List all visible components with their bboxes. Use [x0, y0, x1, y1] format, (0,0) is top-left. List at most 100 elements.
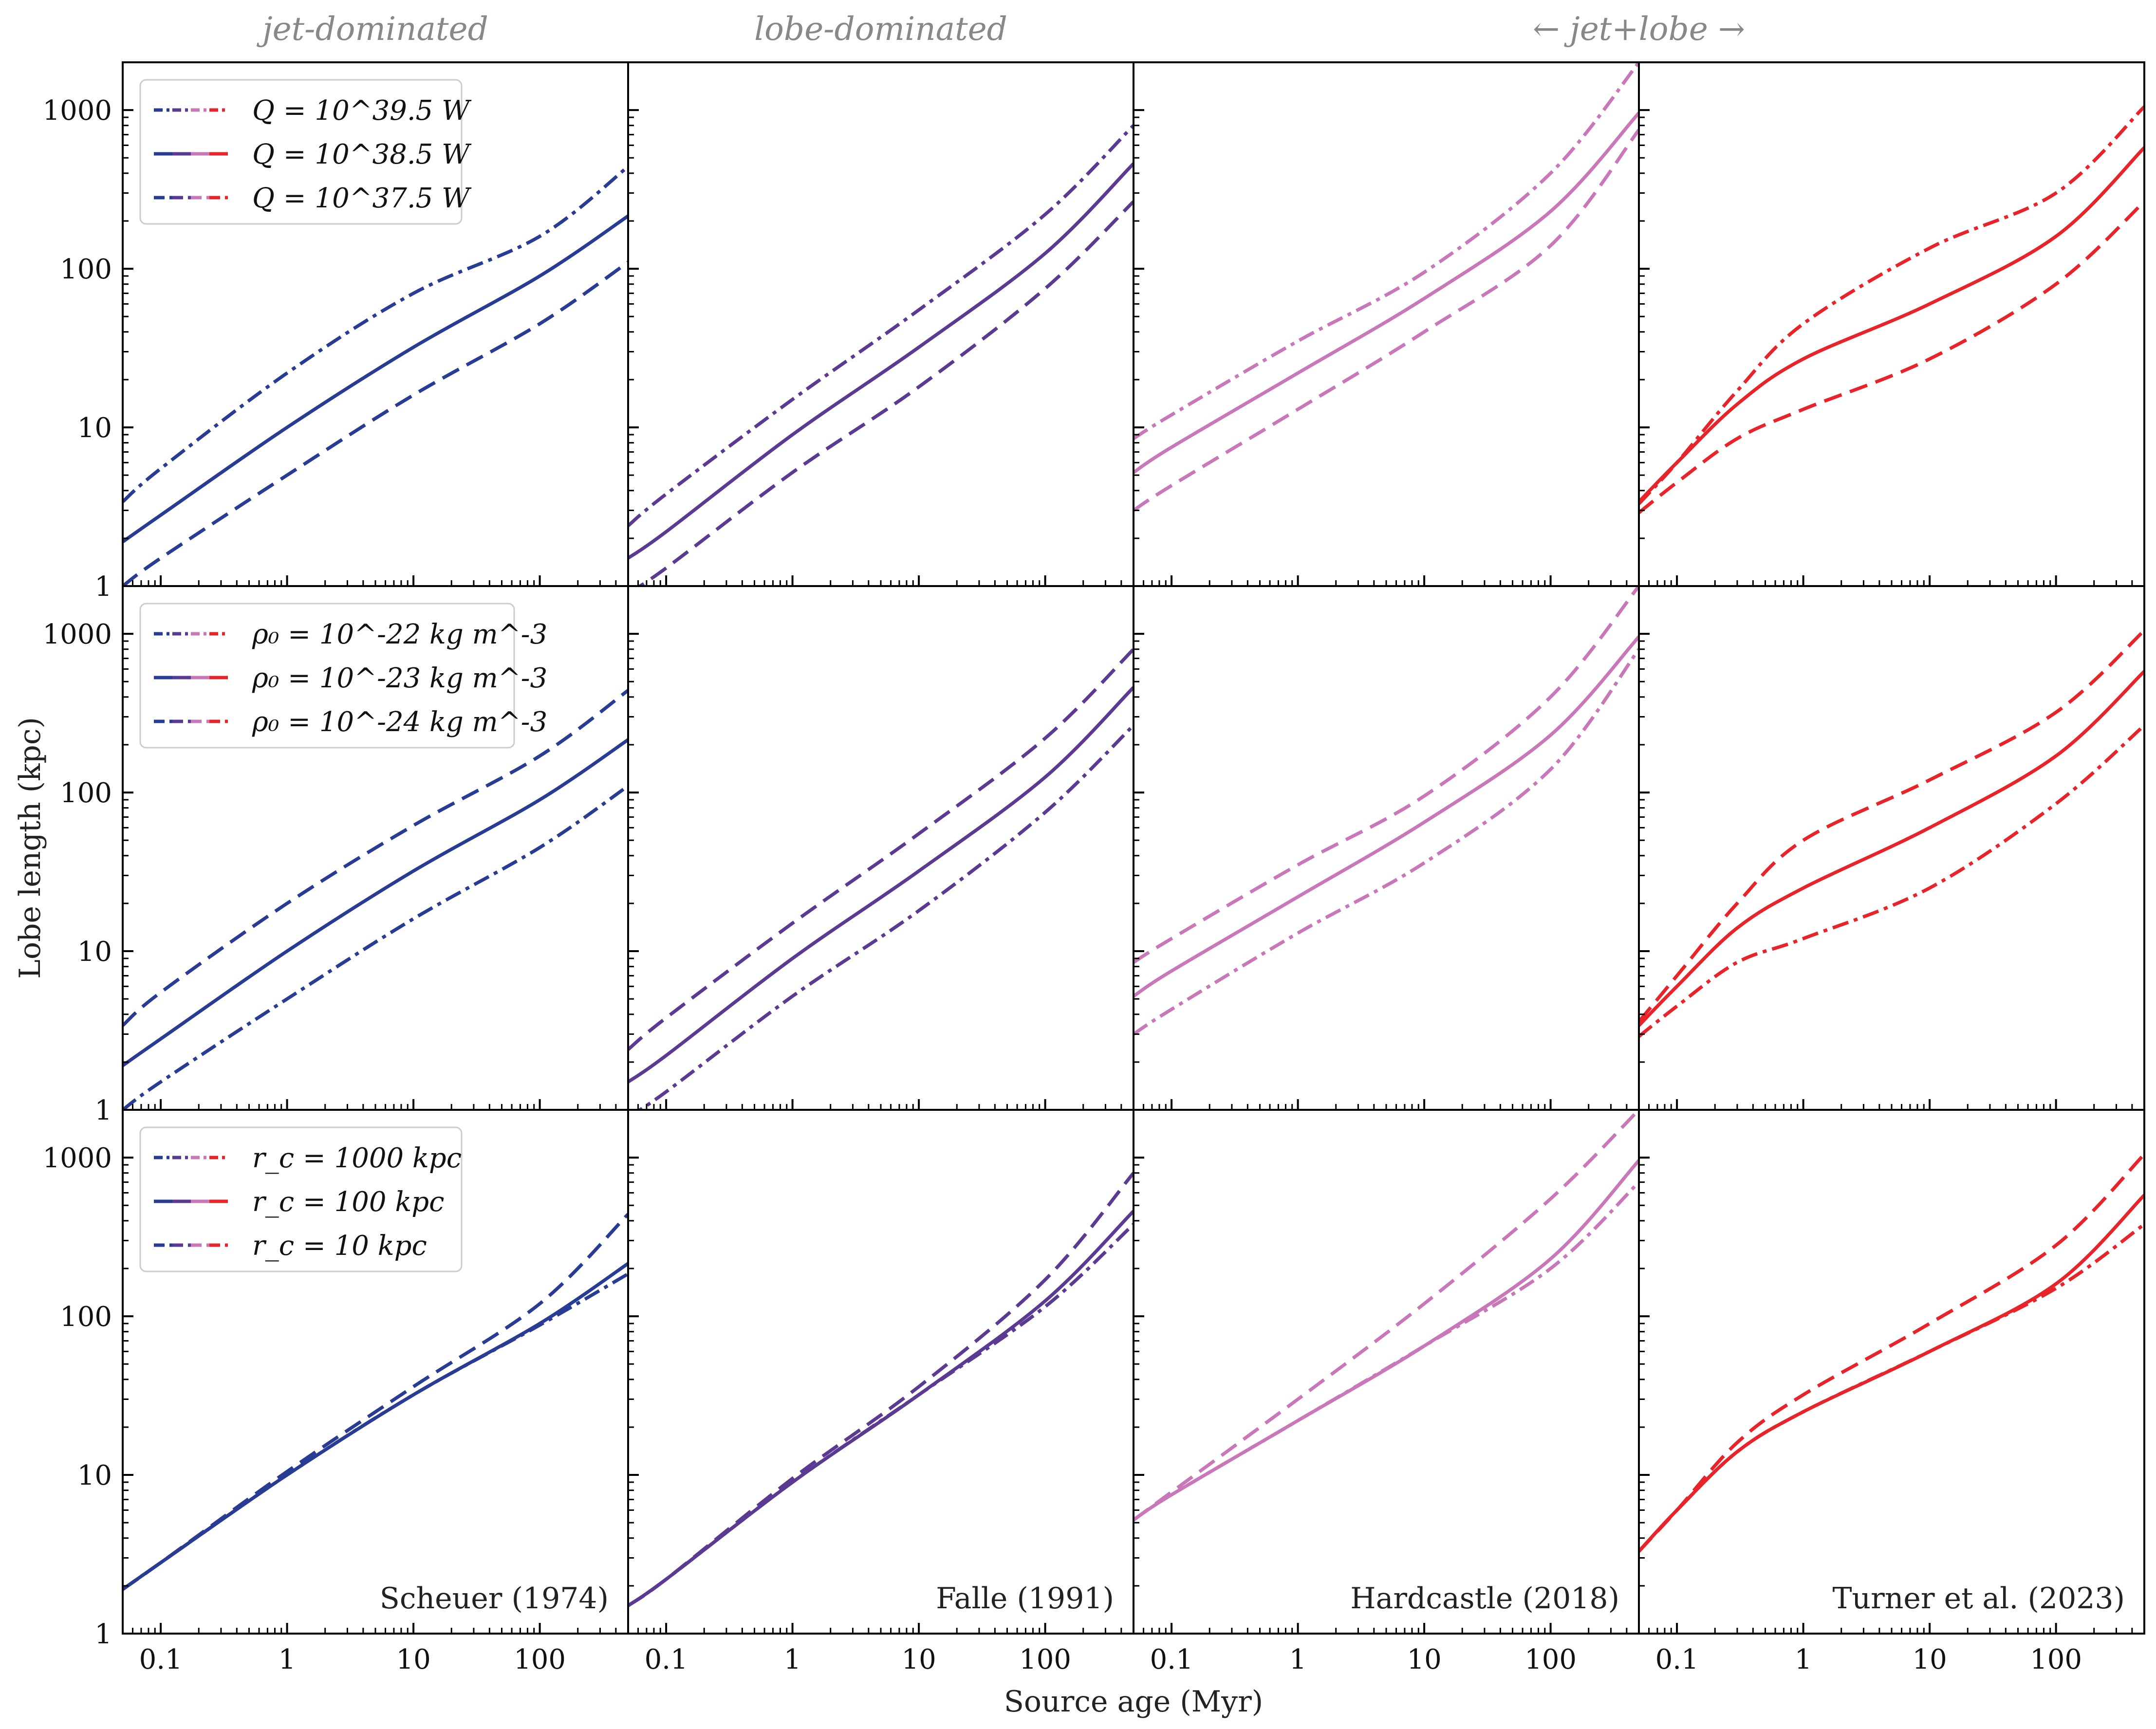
y-tick-label: 1000: [42, 1142, 112, 1174]
series-line-dashed: [123, 260, 628, 586]
legend-label: Q = 10^38.5 W: [252, 139, 472, 170]
legend-label: r_c = 1000 kpc: [252, 1142, 462, 1174]
y-axis-title: Lobe length (kpc): [13, 717, 47, 979]
x-tick-label: 1: [784, 1644, 801, 1675]
model-label-hardcastle-2018: Hardcastle (2018): [1350, 1582, 1619, 1616]
legend-label: ρ₀ = 10^-23 kg m^-3: [252, 662, 547, 694]
panel-ambient-density-turner-et-al-2023: [1638, 585, 2145, 1111]
series-line-dashdot: [1639, 724, 2144, 1038]
series-line-solid: [1639, 146, 2144, 503]
x-tick-label: 1: [1289, 1644, 1307, 1675]
legend-box: [139, 79, 463, 225]
series-line-dashdot: [123, 1272, 628, 1591]
panel-jet-power-hardcastle-2018: [1133, 61, 1640, 587]
series-line-solid: [1134, 111, 1639, 474]
series-line-dashdot: [636, 724, 1134, 1110]
series-line-solid: [123, 738, 628, 1067]
x-tick-label: 0.1: [1655, 1644, 1699, 1675]
series-line-solid: [123, 1262, 628, 1591]
series-line-solid: [123, 214, 628, 543]
y-tick-label: 10: [77, 936, 112, 968]
x-tick-label: 1: [279, 1644, 296, 1675]
panel-core-radius-scheuer-1974: 1 10 100 1000 0.1 1 10 100 Scheuer (1974): [42, 1109, 629, 1675]
panel-frame: [1133, 61, 1640, 587]
panel-frame: [627, 61, 1134, 587]
x-tick-label: 0.1: [1150, 1644, 1193, 1675]
series-line-dashed: [1134, 586, 1639, 964]
series-line-dashed: [1639, 629, 2144, 1023]
x-tick-label: 10: [396, 1644, 430, 1675]
x-tick-label: 10: [901, 1644, 936, 1675]
x-tick-label: 100: [2030, 1644, 2082, 1675]
y-tick-label: 1: [94, 1619, 112, 1650]
series-line-dashdot: [123, 165, 628, 503]
panel-ambient-density-falle-1991: [627, 585, 1134, 1111]
series-line-dashed: [628, 648, 1134, 1051]
series-line-dashdot: [1639, 105, 2144, 505]
series-line-dashed: [1639, 200, 2144, 515]
series-line-dashdot: [1134, 1181, 1639, 1522]
panel-frame: [627, 1109, 1134, 1635]
panel-core-radius-hardcastle-2018: 0.1 1 10 100 Hardcastle (2018): [1133, 1109, 1640, 1675]
legend-box: [139, 1126, 463, 1272]
series-line-dashed: [1639, 1153, 2144, 1553]
series-line-solid: [628, 686, 1134, 1084]
y-tick-label: 1000: [42, 95, 112, 127]
series-line-dashdot: [1134, 62, 1639, 440]
legend-jet-power: Q = 10^39.5 W Q = 10^38.5 W Q = 10^37.5 W: [139, 79, 472, 225]
panel-frame: [1133, 585, 1640, 1111]
panel-core-radius-falle-1991: 0.1 1 10 100 Falle (1991): [627, 1109, 1134, 1675]
panel-jet-power-scheuer-1974: 1 10 100 1000: [42, 61, 629, 603]
panel-ambient-density-hardcastle-2018: [1133, 585, 1640, 1111]
series-line-dashdot: [628, 124, 1134, 527]
series-line-solid: [1639, 670, 2144, 1027]
y-tick-label: 10: [77, 412, 112, 444]
legend-label: Q = 10^37.5 W: [252, 183, 472, 214]
legend-ambient-density: ρ₀ = 10^-22 kg m^-3 ρ₀ = 10^-23 kg m^-3 ρ₀…: [139, 603, 547, 749]
column-title-jet-dominated: jet-dominated: [256, 10, 488, 48]
x-tick-label: 0.1: [139, 1644, 183, 1675]
series-line-dashed: [123, 689, 628, 1027]
series-line-solid: [628, 162, 1134, 560]
series-line-dashed: [1134, 1110, 1639, 1522]
column-title-lobe-dominated: lobe-dominated: [754, 10, 1007, 48]
series-line-dashed: [636, 200, 1134, 586]
y-tick-label: 1000: [42, 619, 112, 650]
legend-label: ρ₀ = 10^-22 kg m^-3: [252, 619, 547, 650]
x-tick-label: 1: [1795, 1644, 1812, 1675]
panel-jet-power-turner-et-al-2023: [1638, 61, 2145, 587]
x-tick-label: 100: [1524, 1644, 1577, 1675]
legend-label: r_c = 10 kpc: [252, 1230, 427, 1262]
x-tick-label: 100: [514, 1644, 566, 1675]
legend-label: Q = 10^39.5 W: [252, 95, 472, 127]
x-axis-title: Source age (Myr): [1004, 1685, 1263, 1719]
model-label-scheuer-1974: Scheuer (1974): [380, 1582, 609, 1616]
legend-label: ρ₀ = 10^-24 kg m^-3: [252, 706, 547, 738]
series-line-solid: [1134, 1159, 1639, 1522]
x-tick-label: 0.1: [645, 1644, 688, 1675]
model-label-turner-et-al-2023: Turner et al. (2023): [1832, 1582, 2125, 1616]
panel-frame: [627, 585, 1134, 1111]
panel-frame: [1133, 1109, 1640, 1635]
series-line-dashdot: [123, 784, 628, 1110]
x-tick-label: 100: [1019, 1644, 1071, 1675]
x-tick-label: 10: [1407, 1644, 1441, 1675]
y-tick-label: 10: [77, 1460, 112, 1491]
model-label-falle-1991: Falle (1991): [936, 1582, 1114, 1616]
y-tick-label: 1: [94, 1095, 112, 1126]
x-tick-label: 10: [1912, 1644, 1947, 1675]
series-line-solid: [1134, 635, 1639, 998]
legend-label: r_c = 100 kpc: [252, 1186, 445, 1218]
series-line-dashdot: [1134, 648, 1639, 1036]
y-tick-label: 1: [94, 571, 112, 603]
legend-core-radius: r_c = 1000 kpc r_c = 100 kpc r_c = 10 kpc: [139, 1126, 463, 1272]
series-line-dashed: [628, 1172, 1134, 1607]
y-tick-label: 100: [60, 777, 112, 809]
panel-ambient-density-scheuer-1974: 1 10 100 1000: [42, 585, 629, 1126]
series-line-dashed: [1134, 129, 1639, 512]
series-line-dashed: [123, 1213, 628, 1591]
panel-core-radius-turner-et-al-2023: 0.1 1 10 100 Turner et al. (2023): [1638, 1109, 2145, 1675]
y-tick-label: 100: [60, 1301, 112, 1333]
legend-box: [139, 603, 515, 749]
series-line-solid: [1639, 1194, 2144, 1553]
